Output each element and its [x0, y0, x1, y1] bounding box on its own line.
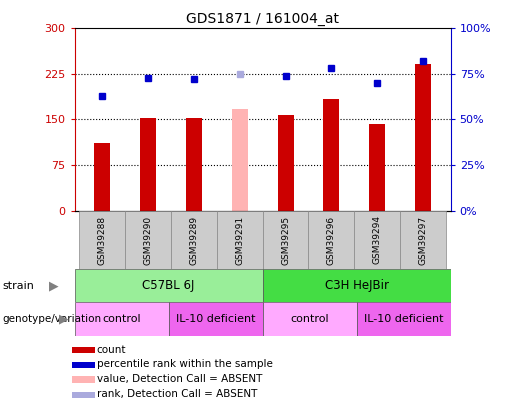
Text: strain: strain: [3, 281, 35, 290]
Text: control: control: [290, 314, 329, 324]
Text: GSM39291: GSM39291: [235, 215, 244, 264]
Bar: [72, 392, 95, 398]
Bar: [94, 143, 110, 211]
Bar: [217, 211, 263, 269]
Text: ▶: ▶: [59, 312, 69, 326]
Text: count: count: [97, 345, 126, 354]
Text: rank, Detection Call = ABSENT: rank, Detection Call = ABSENT: [97, 389, 257, 399]
Bar: [72, 376, 95, 383]
Text: GSM39294: GSM39294: [373, 215, 382, 264]
Text: GSM39295: GSM39295: [281, 215, 290, 264]
Bar: [140, 117, 156, 211]
Text: IL-10 deficient: IL-10 deficient: [176, 314, 255, 324]
Bar: [72, 362, 95, 368]
Text: GSM39288: GSM39288: [98, 215, 107, 264]
Bar: [308, 211, 354, 269]
Text: ▶: ▶: [49, 279, 59, 292]
Text: GSM39297: GSM39297: [419, 215, 427, 264]
Text: IL-10 deficient: IL-10 deficient: [364, 314, 443, 324]
Bar: [354, 211, 400, 269]
Title: GDS1871 / 161004_at: GDS1871 / 161004_at: [186, 12, 339, 26]
Bar: [75, 302, 168, 336]
Bar: [263, 302, 356, 336]
Bar: [72, 347, 95, 354]
Text: GSM39296: GSM39296: [327, 215, 336, 264]
Text: percentile rank within the sample: percentile rank within the sample: [97, 359, 273, 369]
Text: C57BL 6J: C57BL 6J: [143, 279, 195, 292]
Bar: [79, 211, 125, 269]
Bar: [415, 64, 431, 211]
Bar: [369, 124, 385, 211]
Bar: [323, 99, 339, 211]
Bar: [263, 211, 308, 269]
Bar: [125, 211, 171, 269]
Bar: [278, 115, 294, 211]
Bar: [171, 211, 217, 269]
Bar: [232, 109, 248, 211]
Text: GSM39289: GSM39289: [190, 215, 198, 264]
Bar: [263, 269, 451, 302]
Bar: [356, 302, 451, 336]
Text: GSM39290: GSM39290: [144, 215, 152, 264]
Bar: [186, 118, 202, 211]
Bar: [75, 269, 263, 302]
Text: control: control: [102, 314, 141, 324]
Bar: [168, 302, 263, 336]
Text: C3H HeJBir: C3H HeJBir: [324, 279, 389, 292]
Text: genotype/variation: genotype/variation: [3, 314, 101, 324]
Bar: [400, 211, 446, 269]
Text: value, Detection Call = ABSENT: value, Detection Call = ABSENT: [97, 374, 262, 384]
